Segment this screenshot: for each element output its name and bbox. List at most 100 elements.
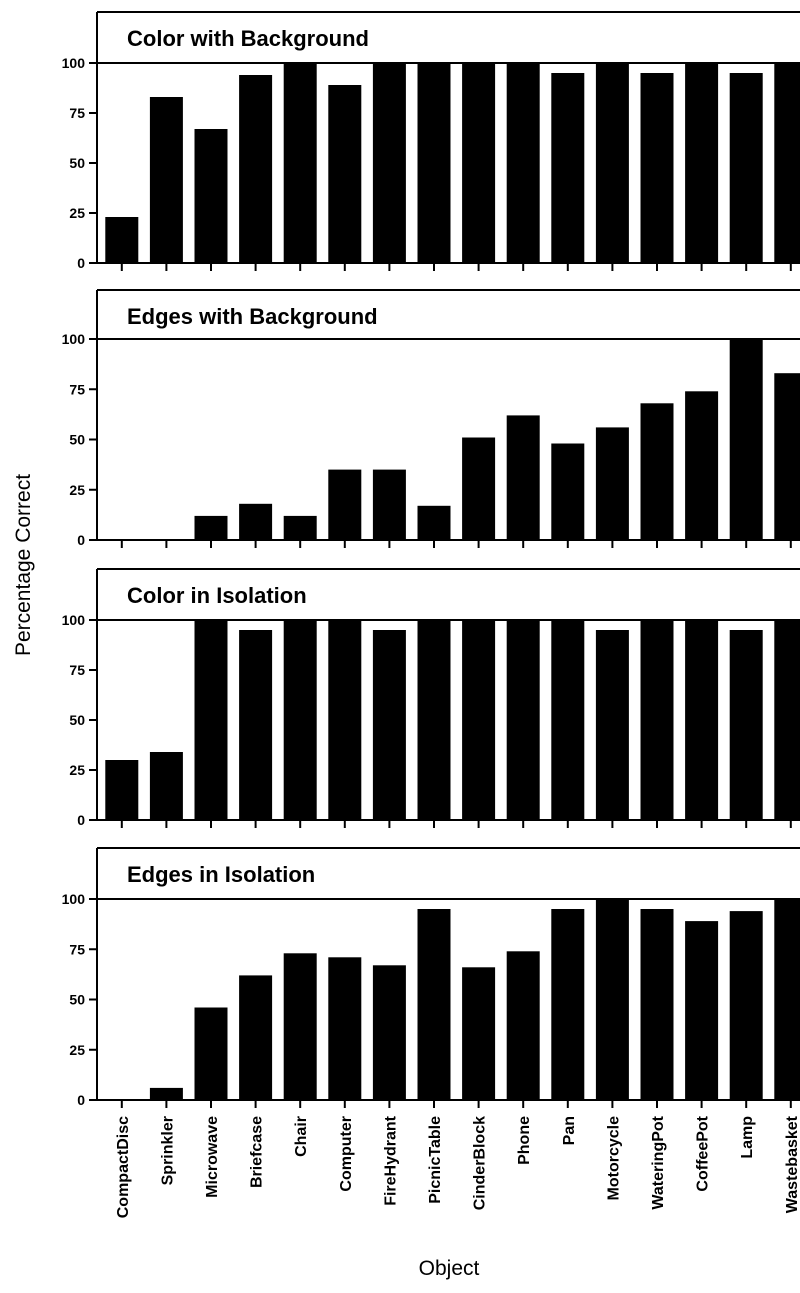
y-tick-label: 100 [62,55,86,71]
bar-firehydrant [372,469,406,540]
bar-sprinkler [149,752,183,820]
bar-motorcycle [595,630,629,820]
x-tick-label-computer: Computer [338,1116,355,1192]
bar-compactdisc [105,760,139,820]
bar-firehydrant [372,630,406,820]
bar-firehydrant [372,965,406,1100]
panel-color-in-isolation: 0 25 50 75 100 Color in Isolation [62,568,800,828]
panel-title: Color in Isolation [127,583,307,608]
x-tick-label-wateringpot: WateringPot [650,1115,667,1209]
bar-coffeepot [685,63,719,263]
bar-pan [551,443,585,540]
x-tick-label-briefcase: Briefcase [249,1116,266,1188]
bar-pan [551,620,585,820]
x-tick-label-coffeepot: CoffeePot [695,1115,712,1191]
y-tick-label: 0 [77,255,85,271]
bar-wateringpot [640,403,674,540]
bar-computer [328,620,362,820]
bar-coffeepot [685,391,719,540]
bar-lamp [729,73,763,263]
panel-title: Color with Background [127,26,369,51]
bar-chair [283,620,317,820]
bar-wastebasket [774,899,800,1100]
y-tick-label: 75 [69,381,85,397]
bar-microwave [194,515,228,540]
bar-chair [283,515,317,540]
bar-motorcycle [595,899,629,1100]
bar-cinderblock [462,63,496,263]
y-tick-label: 50 [69,712,85,728]
x-tick-label-phone: Phone [516,1116,533,1165]
bar-computer [328,957,362,1100]
bar-chair [283,953,317,1100]
x-tick-label-picnictable: PicnicTable [427,1116,444,1204]
bar-wateringpot [640,73,674,263]
x-tick-label-microwave: Microwave [204,1116,221,1198]
bar-cinderblock [462,967,496,1100]
bar-briefcase [239,503,273,540]
y-tick-label: 0 [77,532,85,548]
y-tick-label: 25 [69,762,85,778]
y-tick-label: 75 [69,105,85,121]
bar-computer [328,85,362,263]
y-tick-label: 25 [69,482,85,498]
bar-motorcycle [595,427,629,540]
bar-compactdisc [105,217,139,263]
x-tick-label-firehydrant: FireHydrant [382,1115,399,1205]
bar-computer [328,469,362,540]
y-tick-label: 0 [77,1092,85,1108]
bar-motorcycle [595,63,629,263]
bar-wastebasket [774,620,800,820]
bar-wateringpot [640,909,674,1100]
bar-cinderblock [462,437,496,540]
bar-microwave [194,129,228,263]
panel-edges-in-isolation: 0 25 50 75 100 Edges in Isolation [62,847,800,1108]
bar-sprinkler [149,1087,183,1100]
y-axis-label: Percentage Correct [12,474,35,656]
bar-chair [283,63,317,263]
y-tick-label: 25 [69,205,85,221]
bar-briefcase [239,630,273,820]
y-tick-label: 50 [69,155,85,171]
x-tick-label-pan: Pan [561,1116,578,1145]
panel-edges-with-background: 0 25 50 75 100 Edges with Background [62,289,800,548]
y-tick-label: 0 [77,812,85,828]
bar-phone [506,951,540,1100]
bar-picnictable [417,620,451,820]
y-tick-label: 50 [69,992,85,1008]
bar-lamp [729,630,763,820]
bar-lamp [729,911,763,1100]
y-tick-label: 25 [69,1042,85,1058]
x-tick-label-sprinkler: Sprinkler [159,1116,176,1185]
y-tick-label: 100 [62,612,86,628]
bar-lamp [729,339,763,540]
bar-sprinkler [149,97,183,263]
bar-coffeepot [685,921,719,1100]
x-axis-label: Object [419,1257,480,1280]
bar-briefcase [239,975,273,1100]
x-tick-label-cinderblock: CinderBlock [472,1116,489,1210]
bar-microwave [194,620,228,820]
bar-phone [506,620,540,820]
bar-phone [506,63,540,263]
bar-wateringpot [640,620,674,820]
bar-wastebasket [774,373,800,540]
y-tick-label: 100 [62,891,86,907]
y-tick-label: 50 [69,432,85,448]
y-tick-label: 75 [69,662,85,678]
bar-pan [551,909,585,1100]
bar-coffeepot [685,620,719,820]
panel-title: Edges with Background [127,304,378,329]
x-tick-label-chair: Chair [293,1116,310,1157]
bar-briefcase [239,75,273,263]
bar-picnictable [417,505,451,540]
x-tick-label-compactdisc: CompactDisc [115,1116,132,1218]
bar-phone [506,415,540,540]
bar-microwave [194,1007,228,1100]
bar-picnictable [417,909,451,1100]
bar-picnictable [417,63,451,263]
x-tick-label-lamp: Lamp [739,1116,756,1159]
panel-color-with-background: 0 25 50 75 100 Color with Background [62,11,800,271]
bar-cinderblock [462,620,496,820]
